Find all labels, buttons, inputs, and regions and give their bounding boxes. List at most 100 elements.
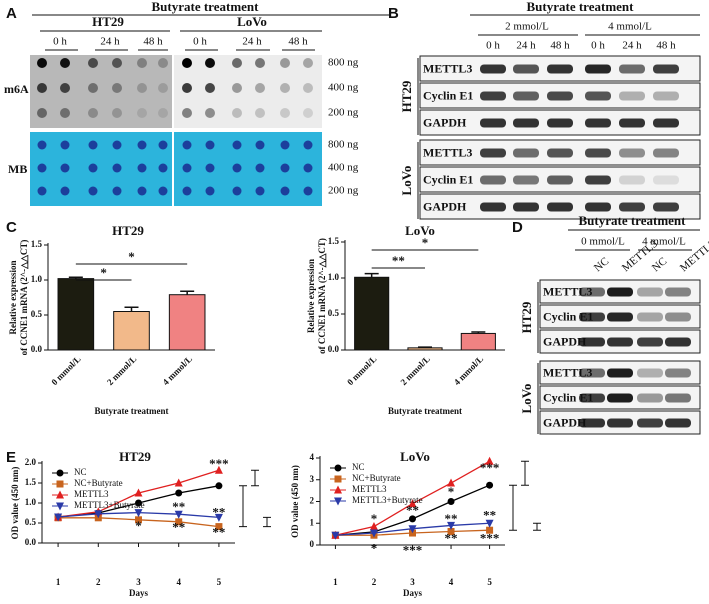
band [665,393,691,403]
dot [88,163,98,173]
comparison-bracket [239,485,247,528]
amount-label: 800 ng [328,139,359,151]
band [653,91,679,101]
bar [168,294,206,351]
band [513,64,539,74]
marker [408,525,417,534]
x-tick-label: 5 [487,577,492,587]
band [585,64,611,74]
y-tick-label: 0.5 [328,308,340,318]
x-axis-label: Butyrate treatment [388,406,462,416]
comparison-bracket [509,484,517,531]
x-tick-label: 2 mmol/L [105,354,138,387]
marker [331,531,340,540]
dot [303,140,313,150]
dot [205,163,215,173]
amount-label: 400 ng [328,162,359,174]
dot [158,58,168,68]
dot [280,163,290,173]
y-tick-label: 1.0 [25,497,37,507]
band [579,393,605,403]
dot [158,140,168,150]
band [480,64,506,74]
y-tick-label: 4 [310,452,315,462]
dot [280,108,290,118]
legend-label: NC+Butyrate [352,473,401,483]
sig-label: ** [445,511,458,526]
legend-label: NC [352,462,365,472]
band [579,287,605,297]
band [619,118,645,128]
time-label: 24 h [242,36,262,48]
protein-label: Cyclin E1 [423,88,473,102]
band [547,64,573,74]
sig-label: *** [209,456,229,471]
dot [182,163,192,173]
marker [485,456,494,465]
marker [174,478,183,487]
x-axis-label: Days [129,588,148,598]
band [480,148,506,158]
legend-label: METTL3 [352,484,387,494]
dot [303,108,313,118]
dots [37,58,313,196]
y-tick-label: 1.0 [31,274,43,284]
y-axis-label: OD value (450 nm) [290,465,300,538]
y-tick-label: 1 [310,517,315,527]
band [653,175,679,185]
marker [369,529,378,538]
band [653,64,679,74]
y-tick-label: 2 [310,496,315,506]
dot [205,140,215,150]
dot [112,140,122,150]
band [637,312,663,322]
dot [158,163,168,173]
panel-label: A [6,5,17,22]
band [547,118,573,128]
chart-title: HT29 [112,223,144,238]
legend-marker [334,497,342,506]
dot [303,163,313,173]
x-tick-label: 4 [449,577,454,587]
dot [60,108,70,118]
dot [88,186,98,196]
dot [60,58,70,68]
dot [182,108,192,118]
dot [112,58,122,68]
blot-m6a-ht29 [30,55,172,128]
protein-label: GAPDH [543,415,587,429]
y-tick-label: 1.0 [328,272,340,282]
sig-label: * [371,540,378,555]
dot [60,186,70,196]
band [637,418,663,428]
x-tick-label: 2 mmol/L [398,354,431,387]
blot-mb [30,132,322,206]
amount-label: 200 ng [328,185,359,197]
marker [486,481,494,489]
bar [57,278,95,351]
blot-m6a-lovo [174,55,322,128]
dot [37,163,47,173]
y-tick-label: 1.5 [25,477,37,487]
band [653,148,679,158]
bar [113,311,150,351]
marker [174,510,183,519]
y-axis-label: Relative expression [8,260,18,334]
cell-line-label: HT29 [519,301,534,333]
charts: 0.0 0.5 1.0 1.5 HT29 0 mmol/L 2 mmol/L 4 mmol/L… [8,223,541,598]
panel-label: D [512,219,523,236]
band [665,368,691,378]
marker [409,515,416,523]
y-tick-label: 1.5 [328,236,340,246]
dot [205,58,215,68]
protein-label: GAPDH [423,199,467,213]
band [579,337,605,347]
time-label: 0 h [193,36,207,48]
legend-marker [56,480,64,488]
band [480,91,506,101]
amount-label: 800 ng [328,57,359,69]
dot [232,163,242,173]
marker [369,522,378,531]
sig-label: ** [172,520,185,535]
